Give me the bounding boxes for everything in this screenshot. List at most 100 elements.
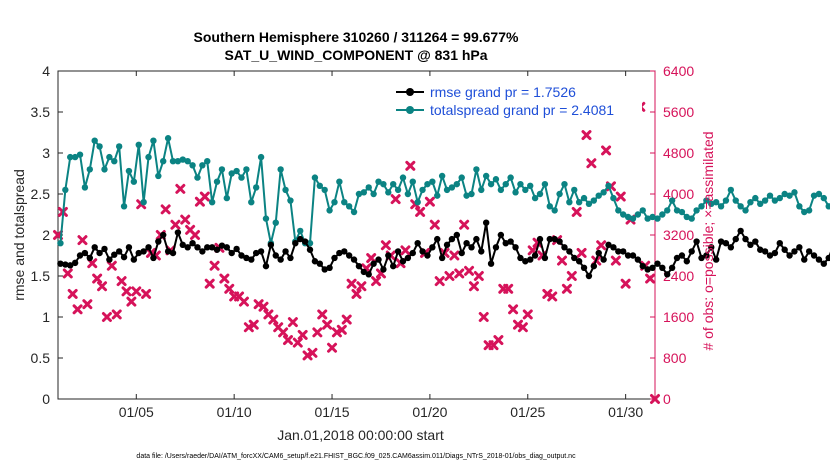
legend-rmse-label: rmse grand pr = 1.7526 xyxy=(430,84,576,100)
totalspread-point xyxy=(140,199,147,206)
totalspread-point xyxy=(585,200,593,208)
rmse-point xyxy=(169,249,177,257)
obs-assimilated-marker xyxy=(503,283,514,294)
rmse-point xyxy=(487,260,495,267)
rmse-point xyxy=(106,256,113,263)
legend: rmse grand pr = 1.7526 totalspread grand… xyxy=(392,80,642,122)
rmse-point xyxy=(801,256,808,263)
totalspread-point xyxy=(429,178,436,185)
totalspread-point xyxy=(453,180,461,188)
x-tick-label: 01/30 xyxy=(608,404,643,420)
totalspread-point xyxy=(336,178,343,185)
rmse-point xyxy=(810,252,818,259)
rmse-point xyxy=(101,245,108,253)
obs-assimilated-marker xyxy=(415,206,426,217)
totalspread-point xyxy=(145,153,152,161)
totalspread-point xyxy=(399,174,407,181)
obs-assimilated-marker xyxy=(645,273,656,284)
rmse-point xyxy=(262,262,270,270)
obs-assimilated-marker xyxy=(97,281,108,292)
y-right-tick-label: 3200 xyxy=(663,227,694,243)
legend-spread-label: totalspread grand pr = 2.4081 xyxy=(430,102,614,118)
totalspread-point xyxy=(820,194,828,202)
totalspread-point xyxy=(708,200,715,208)
y-left-tick-label: 1.5 xyxy=(31,268,51,284)
obs-assimilated-marker xyxy=(390,194,401,205)
rmse-point xyxy=(556,238,563,245)
totalspread-point xyxy=(698,203,705,210)
totalspread-point xyxy=(458,174,465,181)
obs-assimilated-marker xyxy=(327,342,338,353)
totalspread-point xyxy=(757,200,764,208)
obs-assimilated-marker xyxy=(180,214,191,225)
totalspread-point xyxy=(571,186,578,194)
obs-assimilated-marker xyxy=(512,319,523,330)
totalspread-point xyxy=(57,240,64,247)
totalspread-point xyxy=(252,184,260,191)
totalspread-point xyxy=(752,194,759,202)
rmse-point xyxy=(443,241,451,249)
obs-assimilated-marker xyxy=(111,309,122,320)
totalspread-point xyxy=(683,213,691,221)
y-left-tick-label: 4 xyxy=(42,63,50,79)
rmse-point xyxy=(517,254,524,262)
obs-assimilated-marker xyxy=(312,327,323,338)
totalspread-point xyxy=(282,186,289,194)
obs-assimilated-marker xyxy=(131,286,142,297)
obs-assimilated-marker xyxy=(175,183,186,194)
rmse-point xyxy=(742,235,749,243)
obs-assimilated-marker xyxy=(238,296,249,307)
obs-assimilated-marker xyxy=(601,145,612,156)
obs-assimilated-marker xyxy=(258,301,269,312)
rmse-point xyxy=(120,253,128,261)
rmse-point xyxy=(649,264,656,271)
totalspread-point xyxy=(86,166,94,173)
obs-assimilated-marker xyxy=(576,247,587,258)
totalspread-point xyxy=(355,190,363,198)
rmse-point xyxy=(267,241,275,249)
obs-assimilated-marker xyxy=(561,283,572,294)
rmse-point xyxy=(629,252,637,259)
x-axis-label: Jan.01,2018 00:00:00 start xyxy=(277,427,444,443)
rmse-point xyxy=(634,256,642,263)
rmse-point xyxy=(761,248,769,255)
rmse-point xyxy=(306,246,314,253)
totalspread-point xyxy=(81,184,89,191)
totalspread-point xyxy=(712,199,720,206)
obs-assimilated-marker xyxy=(478,312,489,322)
totalspread-point xyxy=(600,189,607,196)
totalspread-point xyxy=(160,158,167,165)
rmse-point xyxy=(698,254,705,262)
rmse-point xyxy=(140,248,147,255)
rmse-point xyxy=(184,244,191,251)
rmse-point xyxy=(67,262,74,269)
totalspread-point xyxy=(91,137,98,144)
rmse-point xyxy=(732,235,739,243)
y-left-tick-label: 2 xyxy=(42,227,50,243)
totalspread-point xyxy=(316,182,323,189)
obs-assimilated-marker xyxy=(77,235,88,246)
totalspread-point xyxy=(727,186,735,194)
rmse-point xyxy=(311,258,319,265)
rmse-point xyxy=(164,248,172,255)
rmse-point xyxy=(752,238,759,245)
rmse-point xyxy=(360,268,368,276)
totalspread-point xyxy=(580,194,588,202)
obs-assimilated-marker xyxy=(493,335,504,346)
obs-assimilated-marker xyxy=(336,324,347,335)
totalspread-point xyxy=(737,203,744,210)
rmse-point xyxy=(204,244,211,251)
obs-assimilated-marker xyxy=(190,230,201,240)
totalspread-point xyxy=(228,170,235,177)
rmse-point xyxy=(693,238,700,245)
rmse-point xyxy=(458,249,465,257)
totalspread-point xyxy=(199,162,206,169)
rmse-point xyxy=(708,244,715,251)
obs-assimilated-marker xyxy=(82,299,93,310)
totalspread-point xyxy=(111,158,118,165)
totalspread-point xyxy=(414,199,421,206)
legend-spread-marker xyxy=(406,106,414,114)
totalspread-point xyxy=(629,215,637,222)
totalspread-point xyxy=(443,186,451,194)
obs-assimilated-marker xyxy=(454,268,465,279)
